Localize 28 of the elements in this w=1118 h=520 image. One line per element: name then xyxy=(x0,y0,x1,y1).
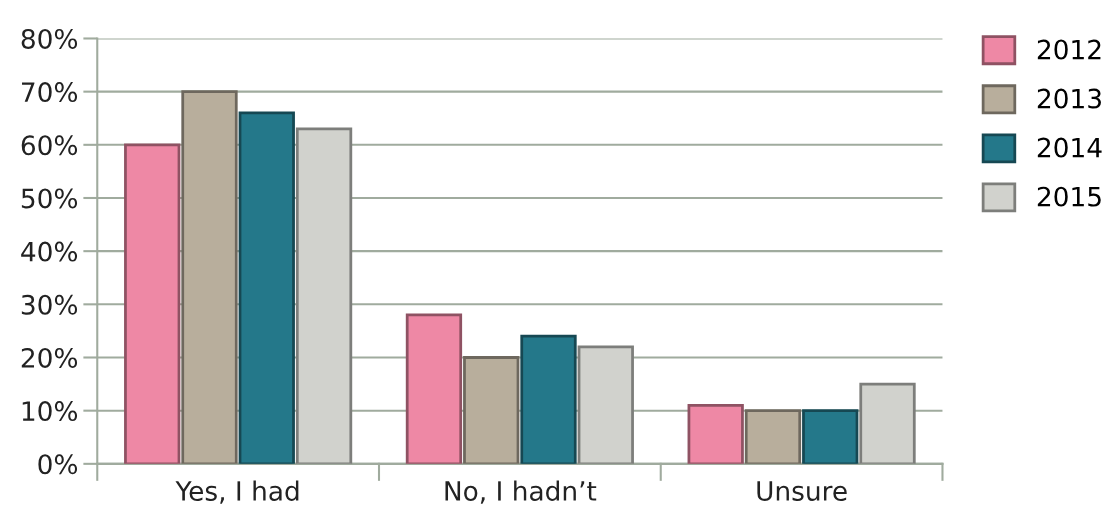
y-tick-label: 70% xyxy=(22,82,78,103)
x-tick-label: No, I hadn’t xyxy=(445,480,597,504)
legend-label: 2013 xyxy=(1037,88,1101,109)
bar xyxy=(405,313,463,464)
y-tick-label: 80% xyxy=(21,28,78,49)
bar xyxy=(802,409,859,464)
bar xyxy=(744,409,802,464)
x-tick-label: Unsure xyxy=(757,481,847,501)
bar xyxy=(124,143,181,464)
bar xyxy=(687,403,744,464)
y-tick-label: 10% xyxy=(22,401,78,422)
y-tick-label: 40% xyxy=(21,241,78,262)
y-tick-label: 50% xyxy=(21,188,78,209)
bar xyxy=(859,382,916,464)
bar xyxy=(181,90,238,464)
y-tick-label: 30% xyxy=(21,294,78,315)
legend-label: 2012 xyxy=(1037,39,1101,60)
bar xyxy=(238,111,295,464)
bar xyxy=(295,127,353,464)
y-tick-label: 0% xyxy=(38,454,78,475)
x-tick-label: Yes, I had xyxy=(175,480,299,504)
y-tick-label: 60% xyxy=(21,135,78,156)
legend-label: 2015 xyxy=(1037,186,1101,207)
legend-label: 2014 xyxy=(1037,137,1102,158)
bar xyxy=(577,345,634,464)
bar xyxy=(520,334,577,464)
bar xyxy=(463,356,520,464)
y-tick-label: 20% xyxy=(21,347,78,368)
